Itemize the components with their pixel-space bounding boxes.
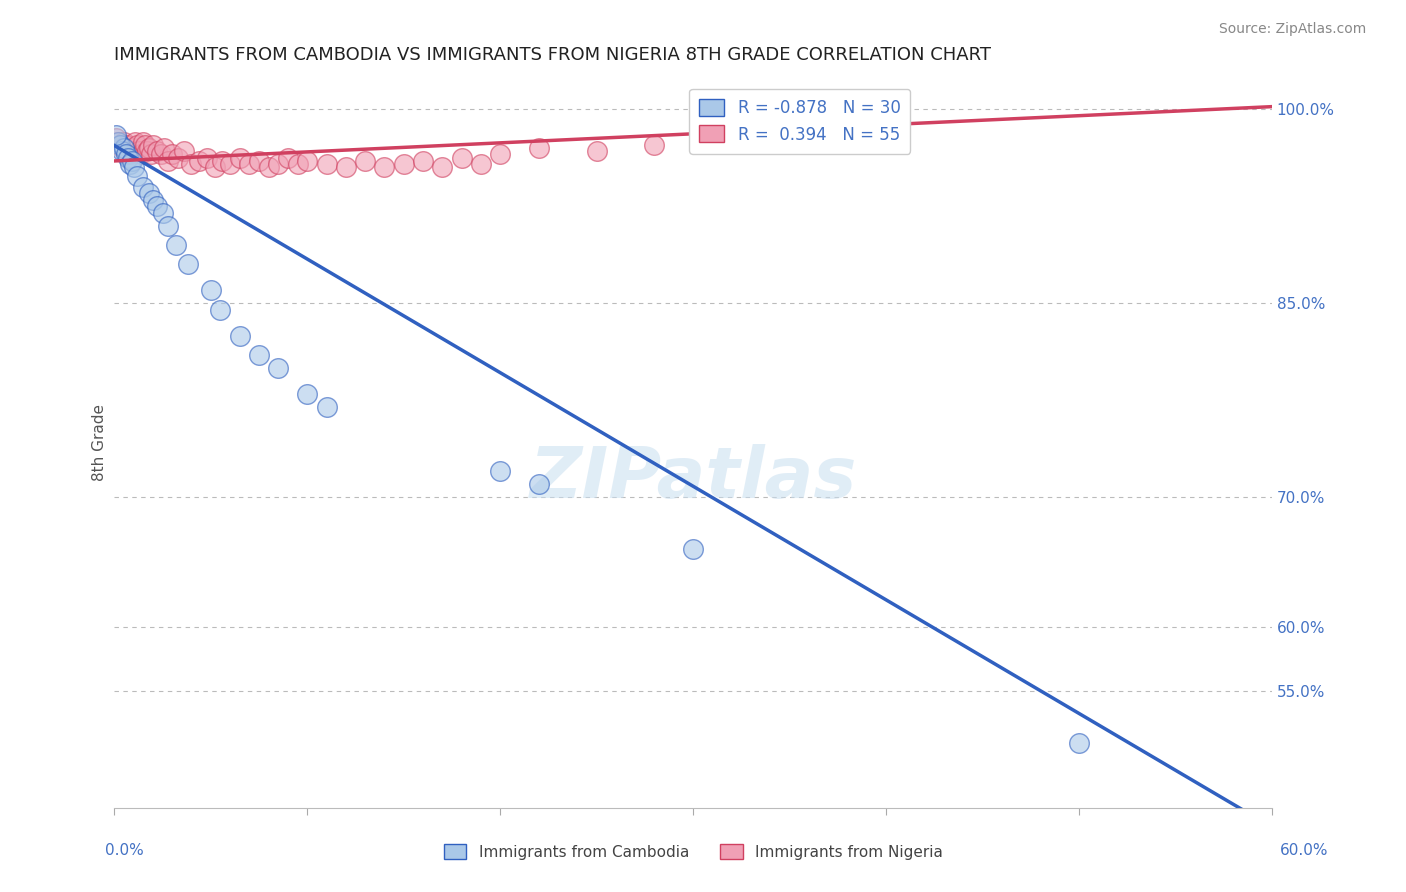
Point — [160, 147, 183, 161]
Point — [297, 153, 319, 168]
Point — [105, 128, 128, 142]
Point — [412, 153, 434, 168]
Point — [267, 360, 290, 375]
Point — [139, 147, 162, 161]
Point — [115, 147, 138, 161]
Point — [115, 138, 138, 153]
Point — [111, 144, 134, 158]
Point — [157, 153, 180, 168]
Point — [167, 152, 190, 166]
Point — [489, 147, 512, 161]
Point — [720, 135, 742, 149]
Point — [644, 138, 666, 153]
Point — [1067, 736, 1090, 750]
Point — [527, 141, 550, 155]
Point — [470, 156, 492, 170]
Point — [138, 141, 160, 155]
Point — [238, 156, 260, 170]
Point — [108, 138, 131, 153]
Point — [138, 186, 160, 201]
Point — [107, 135, 129, 149]
Point — [132, 135, 155, 149]
Point — [219, 156, 242, 170]
Point — [267, 156, 290, 170]
Point — [180, 156, 202, 170]
Point — [354, 153, 377, 168]
Point — [228, 152, 250, 166]
Point — [373, 161, 395, 175]
Point — [122, 144, 145, 158]
Text: 60.0%: 60.0% — [1281, 843, 1329, 858]
Point — [450, 152, 472, 166]
Y-axis label: 8th Grade: 8th Grade — [93, 404, 107, 481]
Text: Source: ZipAtlas.com: Source: ZipAtlas.com — [1219, 22, 1367, 37]
Point — [142, 193, 165, 207]
Point — [682, 541, 704, 556]
Point — [118, 147, 141, 161]
Point — [124, 135, 146, 149]
Point — [195, 152, 218, 166]
Point — [129, 147, 152, 161]
Point — [315, 400, 337, 414]
Point — [152, 205, 174, 219]
Point — [176, 257, 198, 271]
Point — [117, 144, 139, 158]
Point — [136, 144, 159, 158]
Point — [121, 153, 143, 168]
Point — [585, 144, 607, 158]
Point — [122, 161, 145, 175]
Point — [209, 302, 232, 317]
Point — [247, 348, 270, 362]
Point — [315, 156, 337, 170]
Point — [112, 141, 135, 155]
Point — [149, 147, 172, 161]
Point — [105, 130, 128, 145]
Point — [173, 144, 195, 158]
Point — [392, 156, 415, 170]
Point — [118, 156, 141, 170]
Point — [211, 153, 233, 168]
Point — [200, 283, 222, 297]
Point — [247, 153, 270, 168]
Text: IMMIGRANTS FROM CAMBODIA VS IMMIGRANTS FROM NIGERIA 8TH GRADE CORRELATION CHART: IMMIGRANTS FROM CAMBODIA VS IMMIGRANTS F… — [114, 46, 991, 64]
Point — [108, 138, 131, 153]
Point — [134, 138, 156, 153]
Point — [527, 477, 550, 491]
Point — [117, 152, 139, 166]
Point — [228, 328, 250, 343]
Legend: R = -0.878   N = 30, R =  0.394   N = 55: R = -0.878 N = 30, R = 0.394 N = 55 — [689, 89, 911, 153]
Point — [127, 138, 149, 153]
Point — [432, 161, 454, 175]
Point — [128, 144, 150, 158]
Point — [127, 169, 149, 184]
Point — [142, 138, 165, 153]
Point — [121, 141, 143, 155]
Point — [153, 141, 176, 155]
Text: 0.0%: 0.0% — [105, 843, 145, 858]
Point — [335, 161, 357, 175]
Point — [132, 179, 155, 194]
Point — [489, 464, 512, 478]
Point — [112, 135, 135, 149]
Point — [111, 141, 134, 155]
Point — [277, 152, 299, 166]
Point — [257, 161, 280, 175]
Point — [165, 238, 187, 252]
Point — [204, 161, 226, 175]
Point — [157, 219, 180, 233]
Point — [287, 156, 309, 170]
Point — [145, 199, 167, 213]
Point — [145, 144, 167, 158]
Point — [297, 386, 319, 401]
Text: ZIPatlas: ZIPatlas — [530, 444, 856, 513]
Point — [188, 153, 211, 168]
Point — [107, 135, 129, 149]
